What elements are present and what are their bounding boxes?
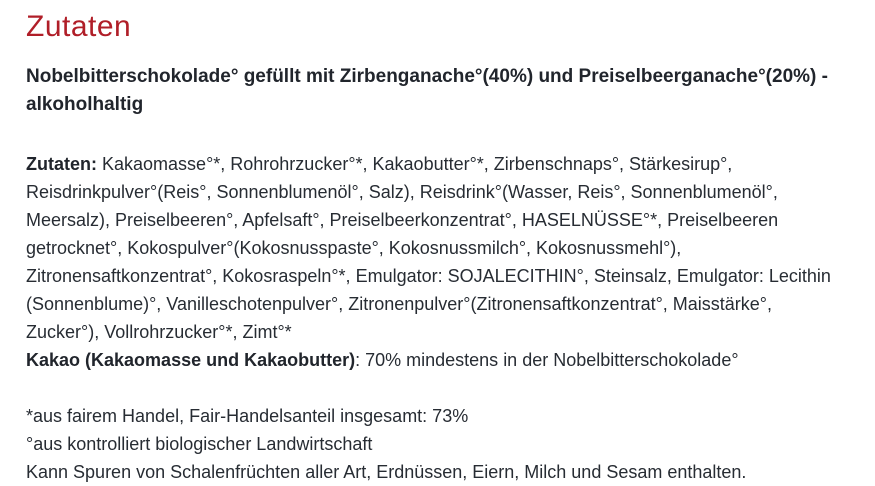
ingredients-label: Zutaten: <box>26 154 97 174</box>
footnotes: *aus fairem Handel, Fair-Handelsanteil i… <box>26 402 850 486</box>
ingredients-paragraph: Zutaten: Kakaomasse°*, Rohrohrzucker°*, … <box>26 150 850 346</box>
footnote-fairtrade: *aus fairem Handel, Fair-Handelsanteil i… <box>26 406 469 426</box>
cocoa-content-label: Kakao (Kakaomasse und Kakaobutter) <box>26 350 356 370</box>
section-title: Zutaten <box>26 10 132 43</box>
cocoa-content-line: Kakao (Kakaomasse und Kakaobutter): 70% … <box>26 346 850 374</box>
cocoa-content-value: : 70% mindestens in der Nobelbitterschok… <box>355 350 739 370</box>
ingredients-block: Zutaten: Kakaomasse°*, Rohrohrzucker°*, … <box>26 150 850 374</box>
footnote-allergens: Kann Spuren von Schalenfrüchten aller Ar… <box>26 462 747 482</box>
footnote-organic: °aus kontrolliert biologischer Landwirts… <box>26 434 373 454</box>
product-description: Nobelbitterschokolade° gefüllt mit Zirbe… <box>26 66 828 115</box>
ingredients-list: Kakaomasse°*, Rohrohrzucker°*, Kakaobutt… <box>26 154 831 342</box>
